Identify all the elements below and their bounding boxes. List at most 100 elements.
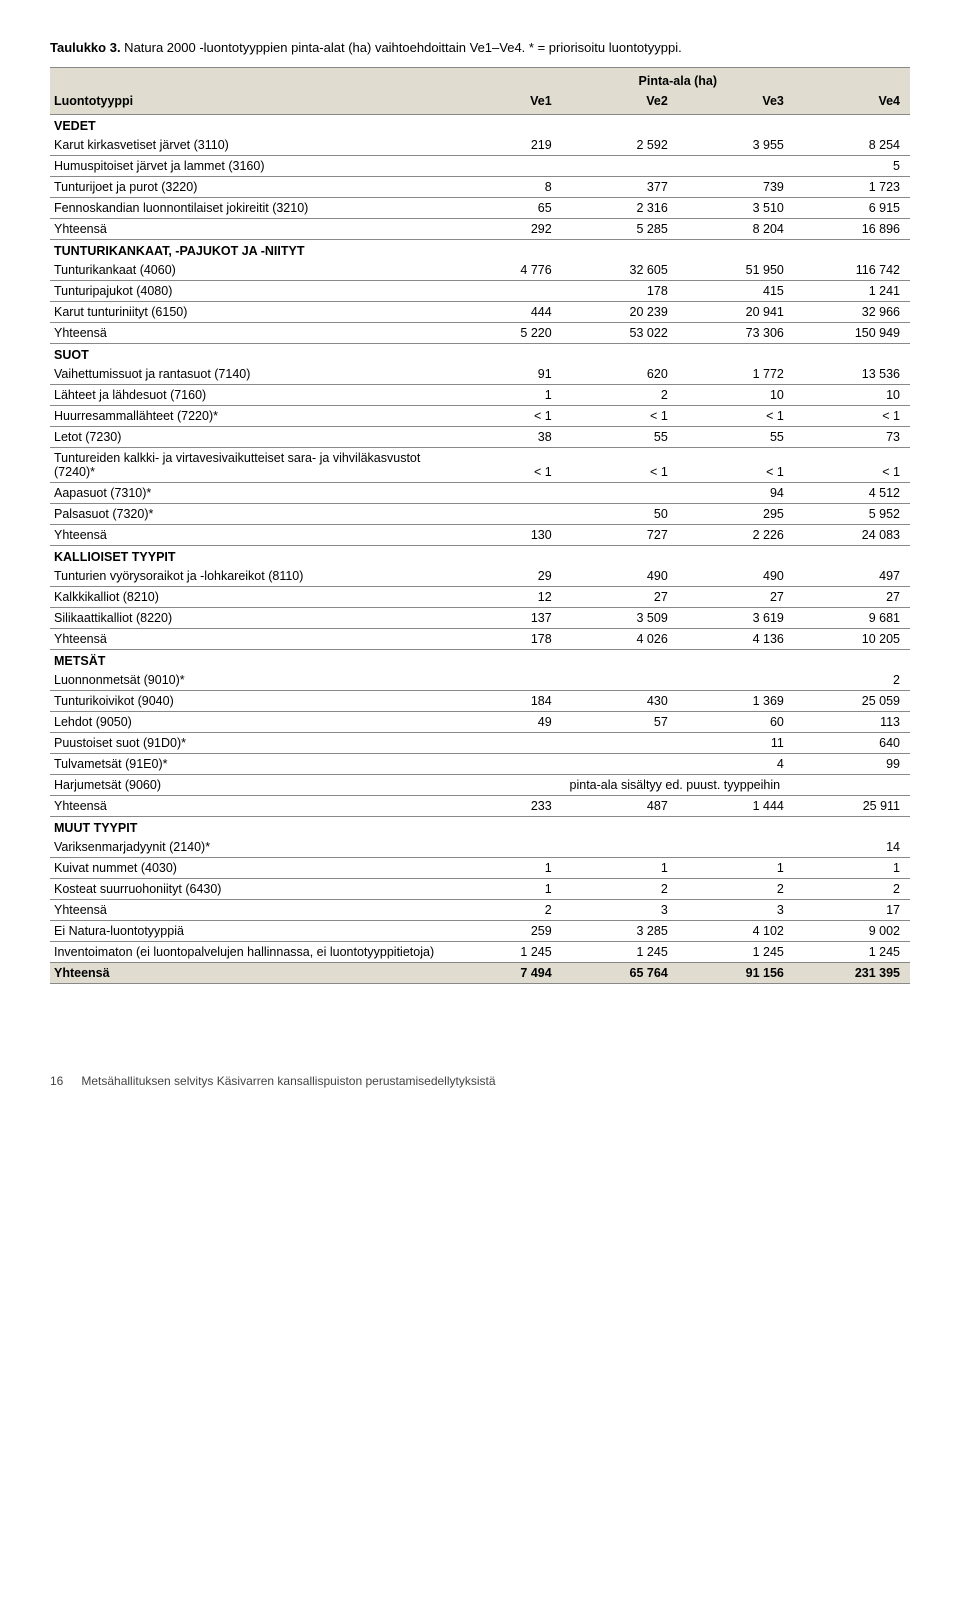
cell-value: 4 102 <box>678 921 794 942</box>
cell-value: 11 <box>678 733 794 754</box>
cell-value: 184 <box>446 691 562 712</box>
cell-value: 60 <box>678 712 794 733</box>
section-label: MUUT TYYPIT <box>50 817 910 838</box>
cell-value: 1 <box>446 879 562 900</box>
row-label: Yhteensä <box>50 323 446 344</box>
cell-value: 3 510 <box>678 198 794 219</box>
row-label: Luonnonmetsät (9010)* <box>50 670 446 691</box>
cell-value: 53 022 <box>562 323 678 344</box>
table-row: Luonnonmetsät (9010)*2 <box>50 670 910 691</box>
cell-value: 2 316 <box>562 198 678 219</box>
cell-value: 32 966 <box>794 302 910 323</box>
cell-value: 1 772 <box>678 364 794 385</box>
section-label: VEDET <box>50 115 910 136</box>
cell-value: 12 <box>446 587 562 608</box>
cell-value: 24 083 <box>794 525 910 546</box>
cell-value: 5 220 <box>446 323 562 344</box>
col-header: Ve2 <box>562 90 678 115</box>
row-label: Harjumetsät (9060) <box>50 775 446 796</box>
cell-value <box>562 156 678 177</box>
row-label: Silikaattikalliot (8220) <box>50 608 446 629</box>
cell-value: 1 444 <box>678 796 794 817</box>
row-note: pinta-ala sisältyy ed. puust. tyyppeihin <box>446 775 910 796</box>
cell-value: 4 <box>678 754 794 775</box>
row-label: Kalkkikalliot (8210) <box>50 587 446 608</box>
cell-value: 487 <box>562 796 678 817</box>
cell-value: 137 <box>446 608 562 629</box>
row-label: Kuivat nummet (4030) <box>50 858 446 879</box>
cell-value: 1 <box>446 858 562 879</box>
col-header: Ve3 <box>678 90 794 115</box>
cell-value: 444 <box>446 302 562 323</box>
cell-value: 620 <box>562 364 678 385</box>
row-label: Tulvametsät (91E0)* <box>50 754 446 775</box>
cell-value: 1 241 <box>794 281 910 302</box>
col-header: Ve1 <box>446 90 562 115</box>
cell-value: 1 245 <box>794 942 910 963</box>
cell-value: 5 <box>794 156 910 177</box>
table-row: Fennoskandian luonnontilaiset jokireitit… <box>50 198 910 219</box>
table-row: Tunturikoivikot (9040)1844301 36925 059 <box>50 691 910 712</box>
table-row: Puustoiset suot (91D0)*11640 <box>50 733 910 754</box>
table-row: Variksenmarjadyynit (2140)*14 <box>50 837 910 858</box>
cell-value: 57 <box>562 712 678 733</box>
cell-value: 4 512 <box>794 483 910 504</box>
table-row: Yhteensä7 49465 76491 156231 395 <box>50 963 910 984</box>
cell-value: 1 369 <box>678 691 794 712</box>
cell-value: 2 <box>678 879 794 900</box>
row-label: Yhteensä <box>50 219 446 240</box>
row-label: Palsasuot (7320)* <box>50 504 446 525</box>
cell-value: < 1 <box>446 406 562 427</box>
cell-value <box>562 483 678 504</box>
table-row: Inventoimaton (ei luontopalvelujen halli… <box>50 942 910 963</box>
cell-value <box>446 483 562 504</box>
cell-value: 99 <box>794 754 910 775</box>
cell-value: 65 <box>446 198 562 219</box>
cell-value: 497 <box>794 566 910 587</box>
cell-value: < 1 <box>562 448 678 483</box>
row-label: Kosteat suurruohoniityt (6430) <box>50 879 446 900</box>
cell-value: 231 395 <box>794 963 910 984</box>
cell-value: 2 <box>562 385 678 406</box>
table-row: Karut tunturiniityt (6150)44420 23920 94… <box>50 302 910 323</box>
row-label: Aapasuot (7310)* <box>50 483 446 504</box>
cell-value: 1 723 <box>794 177 910 198</box>
cell-value: 25 911 <box>794 796 910 817</box>
cell-value: 27 <box>794 587 910 608</box>
cell-value: 55 <box>678 427 794 448</box>
cell-value: 8 <box>446 177 562 198</box>
section-label: SUOT <box>50 344 910 365</box>
table-row: TUNTURIKANKAAT, -PAJUKOT JA -NIITYT <box>50 240 910 261</box>
table-caption: Taulukko 3. Natura 2000 -luontotyyppien … <box>50 40 910 55</box>
cell-value: 1 245 <box>678 942 794 963</box>
cell-value: < 1 <box>562 406 678 427</box>
cell-value: 116 742 <box>794 260 910 281</box>
cell-value <box>562 670 678 691</box>
cell-value: 94 <box>678 483 794 504</box>
row-label: Yhteensä <box>50 525 446 546</box>
table-row: MUUT TYYPIT <box>50 817 910 838</box>
cell-value: 51 950 <box>678 260 794 281</box>
row-label: Vaihettumissuot ja rantasuot (7140) <box>50 364 446 385</box>
table-row: Kosteat suurruohoniityt (6430)1222 <box>50 879 910 900</box>
cell-value <box>678 156 794 177</box>
row-label: Tunturikankaat (4060) <box>50 260 446 281</box>
cell-value: 3 619 <box>678 608 794 629</box>
superhead-label: Pinta-ala (ha) <box>446 68 910 91</box>
row-label: Yhteensä <box>50 629 446 650</box>
cell-value: 3 509 <box>562 608 678 629</box>
section-label: KALLIOISET TYYPIT <box>50 546 910 567</box>
cell-value: 2 <box>562 879 678 900</box>
table-body: VEDETKarut kirkasvetiset järvet (3110)21… <box>50 115 910 984</box>
caption-rest: Natura 2000 -luontotyyppien pinta-alat (… <box>121 40 682 55</box>
cell-value <box>446 733 562 754</box>
row-label: Inventoimaton (ei luontopalvelujen halli… <box>50 942 446 963</box>
cell-value: 377 <box>562 177 678 198</box>
cell-value: 113 <box>794 712 910 733</box>
row-label: Yhteensä <box>50 796 446 817</box>
table-row: Yhteensä2925 2858 20416 896 <box>50 219 910 240</box>
table-row: Vaihettumissuot ja rantasuot (7140)91620… <box>50 364 910 385</box>
table-superheader: Pinta-ala (ha) <box>50 68 910 91</box>
caption-bold: Taulukko 3. <box>50 40 121 55</box>
cell-value: 10 205 <box>794 629 910 650</box>
